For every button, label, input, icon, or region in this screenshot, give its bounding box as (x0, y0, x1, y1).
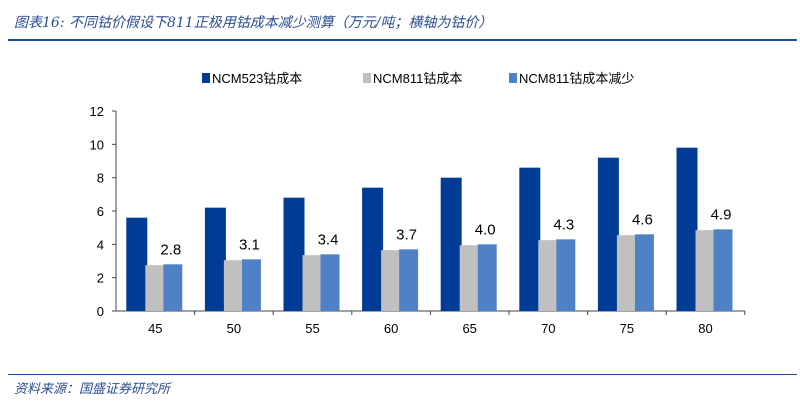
bar-ncm523 (362, 187, 384, 311)
source-note: 资料来源：国盛证券研究所 (14, 382, 171, 397)
bar-reduction (241, 259, 261, 311)
data-label: 4.0 (475, 221, 496, 238)
y-tick-label: 6 (97, 204, 104, 219)
title-divider (8, 39, 797, 41)
bar-ncm811 (145, 265, 164, 311)
x-tick-label: 70 (541, 321, 555, 336)
bar-ncm811 (695, 230, 714, 311)
bar-reduction (477, 244, 497, 311)
legend-swatch (202, 73, 210, 83)
legend-label: NCM811钴成本减少 (519, 71, 634, 86)
y-tick-label: 4 (97, 237, 104, 252)
data-label: 3.4 (318, 231, 339, 248)
bar-ncm523 (204, 207, 226, 311)
y-tick-label: 2 (97, 271, 104, 286)
source-divider (8, 374, 797, 375)
data-label: 4.9 (711, 206, 732, 223)
x-tick-label: 80 (698, 321, 712, 336)
data-label: 3.1 (239, 236, 260, 253)
bar-ncm811 (616, 235, 635, 311)
bar-ncm811 (381, 250, 400, 311)
bar-ncm811 (459, 245, 478, 311)
bar-reduction (163, 264, 183, 311)
legend-label: NCM523钴成本 (212, 71, 302, 86)
bar-ncm523 (283, 197, 305, 311)
x-tick-label: 65 (462, 321, 476, 336)
legend-swatch (509, 73, 517, 83)
bar-reduction (399, 249, 419, 311)
y-tick-label: 0 (97, 304, 104, 319)
figure-title: 图表16: 不同钴价假设下811正极用钴成本减少测算（万元/吨；横轴为钴价） (14, 15, 493, 31)
x-tick-label: 45 (148, 321, 162, 336)
legend-swatch (363, 73, 371, 83)
data-label: 2.8 (160, 241, 181, 258)
data-label: 3.7 (396, 226, 417, 243)
bar-ncm523 (597, 157, 619, 311)
y-tick-label: 8 (97, 171, 104, 186)
data-label: 4.6 (632, 211, 653, 228)
bar-ncm523 (676, 147, 698, 311)
bar-ncm811 (302, 255, 321, 311)
legend-label: NCM811钴成本 (373, 71, 462, 86)
bar-ncm811 (223, 260, 242, 311)
x-tick-label: 50 (227, 321, 241, 336)
y-tick-label: 12 (90, 104, 104, 119)
bar-ncm523 (519, 167, 541, 311)
bar-reduction (556, 239, 576, 311)
bar-reduction (634, 234, 654, 311)
bar-ncm811 (538, 240, 557, 311)
bar-reduction (713, 229, 733, 311)
x-tick-label: 55 (305, 321, 319, 336)
bar-reduction (320, 254, 340, 311)
x-tick-label: 75 (620, 321, 634, 336)
bar-ncm523 (440, 177, 462, 311)
y-tick-label: 10 (90, 137, 104, 152)
data-label: 4.3 (553, 216, 574, 233)
x-tick-label: 60 (384, 321, 398, 336)
bar-ncm523 (126, 217, 148, 311)
